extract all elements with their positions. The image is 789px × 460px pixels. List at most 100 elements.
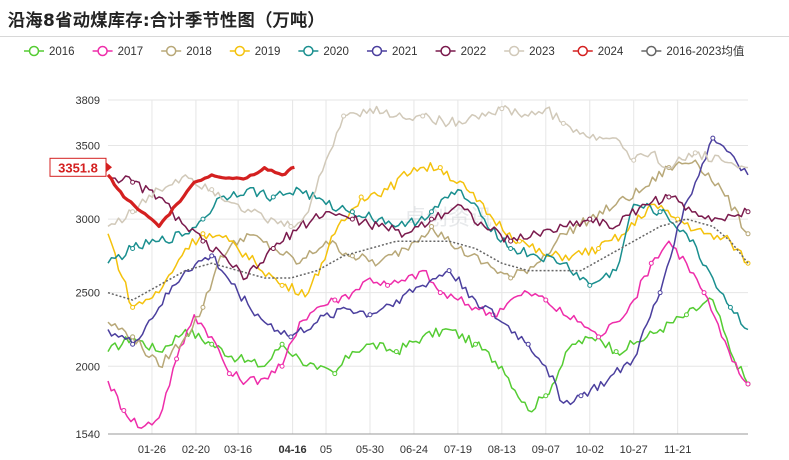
data-point — [279, 341, 285, 347]
x-tick-label: 01-26 — [138, 444, 166, 456]
legend[interactable]: 2016 2017 2018 2019 2020 2021 2022 2023 2024 2016… — [24, 45, 745, 58]
legend-item-3[interactable]: 2019 — [229, 45, 281, 58]
x-tick-label: 05-30 — [356, 444, 384, 456]
y-tick-label: 3809 — [76, 95, 100, 107]
x-tick-label: 11-21 — [664, 444, 691, 456]
x-tick-label: 02-20 — [182, 444, 210, 456]
data-point — [349, 253, 355, 259]
legend-item-7[interactable]: 2023 — [504, 45, 555, 58]
data-point — [472, 341, 478, 347]
x-tick-label: 03-16 — [224, 444, 252, 456]
data-point — [341, 113, 347, 119]
series-line-2022 — [107, 174, 749, 281]
legend-item-6[interactable]: 2022 — [435, 45, 487, 58]
legend-swatch-marker — [97, 45, 108, 57]
series-line-2023 — [107, 105, 749, 228]
data-point — [745, 209, 751, 215]
data-point — [525, 341, 531, 347]
data-point — [587, 282, 593, 288]
data-point — [385, 282, 391, 288]
data-point — [710, 135, 716, 141]
data-point — [701, 290, 707, 296]
legend-label: 2017 — [118, 46, 144, 58]
data-point — [437, 290, 443, 296]
data-point — [437, 165, 443, 171]
data-point — [270, 194, 276, 200]
data-point — [543, 297, 549, 303]
legend-item-9[interactable]: 2016-2023均值 — [641, 45, 745, 58]
data-point — [587, 216, 593, 222]
data-point — [613, 349, 619, 355]
legend-label: 2019 — [255, 46, 281, 58]
legend-swatch-marker — [646, 45, 657, 57]
data-point — [226, 371, 232, 377]
data-point — [596, 246, 602, 252]
data-point — [675, 216, 681, 222]
x-tick-label: 10-02 — [576, 444, 604, 456]
chart-title: 沿海8省动煤库存:合计季节性图（万吨） — [8, 11, 326, 31]
data-point — [279, 282, 285, 288]
legend-swatch-marker — [440, 45, 451, 57]
data-point — [543, 393, 549, 399]
data-point — [130, 179, 136, 185]
series-lines — [106, 105, 751, 429]
x-tick-label: 08-13 — [488, 444, 516, 456]
data-point — [209, 187, 215, 193]
title-divider — [0, 36, 789, 37]
legend-item-4[interactable]: 2020 — [298, 45, 349, 58]
legend-label: 2020 — [323, 46, 349, 58]
data-point — [692, 150, 698, 156]
legend-item-8[interactable]: 2024 — [572, 45, 624, 58]
data-point — [332, 371, 338, 377]
x-axis: 01-26 02-20 03-16 04-16 05 05-30 06-24 07-19 08-… — [138, 444, 691, 456]
data-point — [429, 209, 435, 215]
series-line-2016 — [107, 297, 749, 413]
data-point — [200, 304, 206, 310]
y-tick-label: 1540 — [76, 429, 100, 441]
data-point — [683, 312, 689, 318]
legend-swatch-marker — [165, 45, 177, 57]
y-tick-label: 2500 — [76, 288, 100, 300]
x-tick-label: 07-19 — [444, 444, 472, 456]
data-point — [130, 341, 136, 347]
legend-label: 2018 — [186, 46, 212, 58]
legend-swatch-marker — [577, 45, 588, 57]
x-tick-label-highlighted: 04-16 — [279, 444, 307, 456]
data-point — [130, 246, 136, 252]
legend-item-0[interactable]: 2016 — [24, 45, 75, 58]
data-point — [596, 334, 602, 340]
grid — [108, 99, 748, 435]
legend-label: 2016-2023均值 — [666, 45, 744, 58]
legend-swatch-marker — [508, 45, 520, 57]
data-point — [745, 231, 751, 237]
legend-label: 2023 — [529, 46, 555, 58]
data-point — [657, 290, 663, 296]
series-line-2024 — [106, 165, 295, 228]
current-value-badge: 3351.8 — [49, 157, 112, 177]
legend-item-5[interactable]: 2021 — [366, 45, 418, 58]
data-point — [332, 297, 338, 303]
legend-item-2[interactable]: 2018 — [161, 45, 212, 58]
data-point — [560, 120, 566, 126]
data-point — [130, 304, 136, 310]
data-point — [358, 194, 364, 200]
legend-item-1[interactable]: 2017 — [92, 45, 144, 58]
data-point — [270, 246, 276, 252]
series-line-2017 — [107, 240, 749, 429]
x-tick-label: 09-07 — [532, 444, 560, 456]
data-point — [727, 304, 733, 310]
y-axis: 3809 3500 3000 2500 2000 1540 — [76, 95, 100, 441]
data-point — [666, 194, 672, 200]
data-point — [288, 334, 294, 340]
data-point — [508, 275, 514, 281]
legend-swatch-marker — [371, 45, 383, 57]
data-point — [429, 216, 435, 222]
data-point — [130, 209, 136, 215]
data-point — [631, 157, 637, 163]
series-line-2016-2023均值 — [107, 218, 749, 301]
data-point — [209, 341, 215, 347]
series-line-2021 — [107, 137, 749, 406]
data-point — [200, 231, 206, 237]
legend-label: 2021 — [392, 46, 418, 58]
data-point — [130, 334, 136, 340]
